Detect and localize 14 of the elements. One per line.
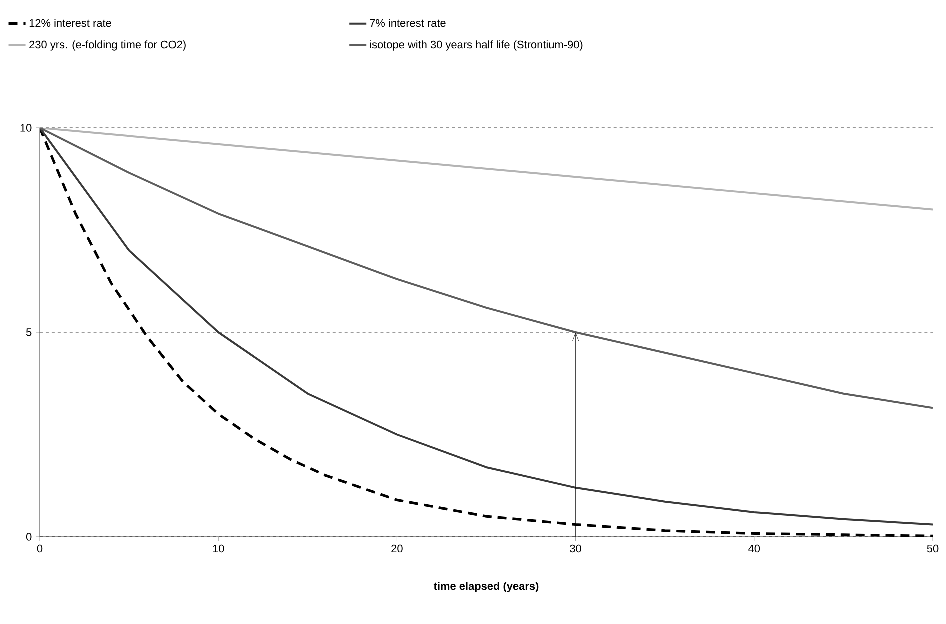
legend-label: 7% interest rate <box>370 19 446 28</box>
x-tick-label: 40 <box>748 544 760 553</box>
x-tick-label: 30 <box>570 544 582 553</box>
legend-label: 230 yrs. (e-folding time for CO2) <box>30 40 186 51</box>
y-tick-label: 5 <box>26 328 32 336</box>
y-tick-label: 0 <box>26 533 32 541</box>
x-tick-label: 10 <box>213 544 224 553</box>
legend-label: 12% interest rate <box>30 19 112 28</box>
x-axis-title: time elapsed (years) <box>434 582 539 592</box>
x-tick-label: 0 <box>37 544 43 553</box>
y-tick-label: 10 <box>20 124 32 132</box>
x-tick-label: 20 <box>392 544 403 553</box>
legend-label: isotope with 30 years half life (Strontium-90) <box>370 40 583 51</box>
x-tick-label: 50 <box>927 544 939 553</box>
